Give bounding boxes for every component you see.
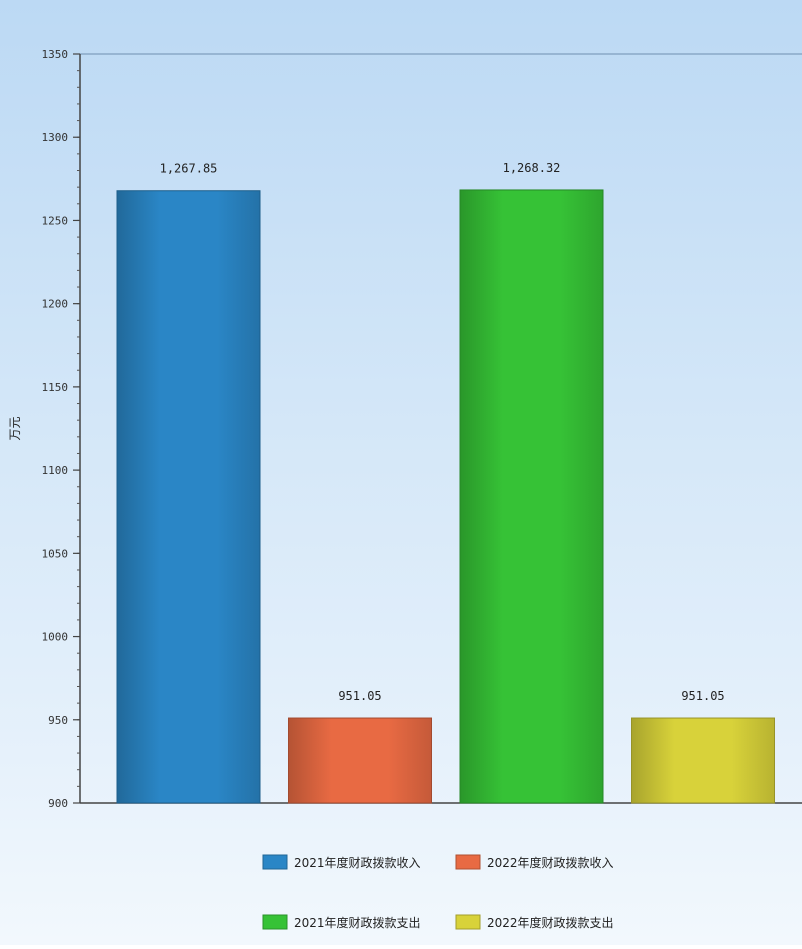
y-tick-label: 1100 bbox=[42, 464, 69, 477]
value-label-layer: 1,267.85 951.05 1,268.32 951.05 bbox=[160, 161, 725, 703]
bar-2 bbox=[288, 717, 432, 804]
legend-label: 2021年度财政拨款收入 bbox=[294, 855, 421, 870]
legend-swatch bbox=[262, 914, 288, 930]
y-tick-label: 1350 bbox=[42, 48, 69, 61]
legend-swatch bbox=[455, 914, 481, 930]
y-axis-label: 万元 bbox=[8, 416, 22, 440]
legend-label: 2022年度财政拨款收入 bbox=[487, 855, 614, 870]
y-tick-label: 1250 bbox=[42, 214, 69, 227]
bar-value-label: 1,268.32 bbox=[503, 161, 561, 175]
legend-swatch bbox=[455, 854, 481, 870]
y-tick-label: 1300 bbox=[42, 131, 69, 144]
y-tick-label: 900 bbox=[48, 797, 68, 810]
bar-4 bbox=[631, 717, 775, 804]
y-tick-label: 1050 bbox=[42, 547, 69, 560]
legend-label: 2021年度财政拨款支出 bbox=[294, 915, 421, 930]
y-tick-label: 1200 bbox=[42, 298, 69, 311]
legend: 2021年度财政拨款收入 2022年度财政拨款收入 2021年度财政拨款支出 2022… bbox=[262, 854, 614, 930]
bar-1 bbox=[116, 190, 261, 804]
bar-layer bbox=[116, 189, 775, 804]
bar-value-label: 1,267.85 bbox=[160, 162, 218, 176]
legend-swatch bbox=[262, 854, 288, 870]
y-tick-label: 1150 bbox=[42, 381, 69, 394]
bar-3 bbox=[459, 189, 604, 804]
y-tick-label: 950 bbox=[48, 714, 68, 727]
bar-value-label: 951.05 bbox=[338, 689, 381, 703]
bar-value-label: 951.05 bbox=[681, 689, 724, 703]
legend-label: 2022年度财政拨款支出 bbox=[487, 915, 614, 930]
y-tick-label: 1000 bbox=[42, 631, 69, 644]
